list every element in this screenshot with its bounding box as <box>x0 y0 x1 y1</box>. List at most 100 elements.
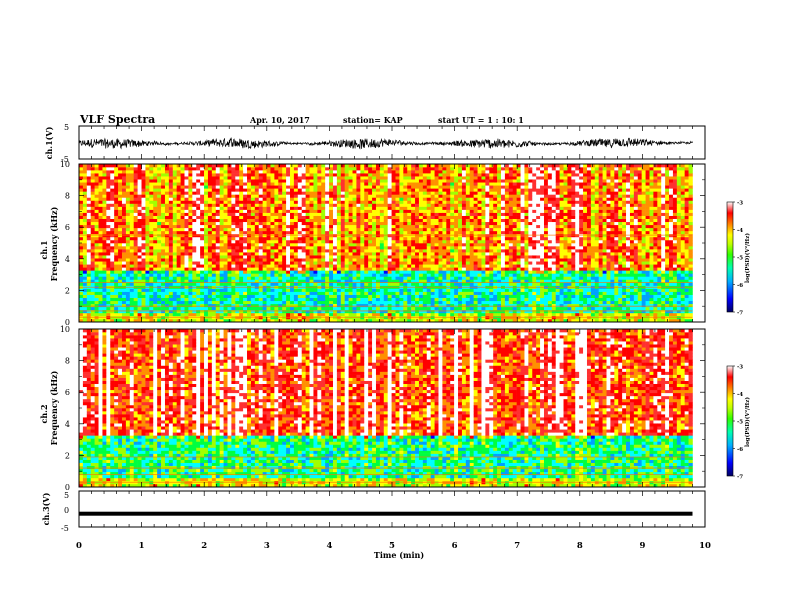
spectrogram-cell <box>293 212 299 216</box>
spectrogram-cell <box>188 249 193 253</box>
spectrogram-cell <box>239 243 244 247</box>
spectrogram-cell <box>145 191 150 195</box>
spectrogram-cell <box>395 191 400 195</box>
spectrogram-cell <box>254 221 260 226</box>
spectrogram-cell <box>110 249 115 253</box>
spectrogram-cell <box>192 224 197 229</box>
spectrogram-cell <box>250 197 256 201</box>
spectrogram-cell <box>125 258 131 262</box>
spectrogram-cell <box>79 239 84 244</box>
spectrogram-cell <box>168 300 174 305</box>
spectrogram-cell <box>426 167 431 171</box>
spectrogram-cell <box>258 230 263 235</box>
spectrogram-cell <box>368 191 373 195</box>
spectrogram-cell <box>157 300 162 305</box>
spectrogram-cell <box>278 179 283 183</box>
spectrogram-cell <box>348 236 353 241</box>
spectrogram-cell <box>375 318 381 323</box>
spectrogram-cell <box>305 224 310 229</box>
spectrogram-cell <box>305 249 310 253</box>
spectrogram-cell <box>192 203 197 207</box>
spectrogram-cell <box>188 167 193 171</box>
spectrogram-cell <box>215 312 220 317</box>
spectrogram-cell <box>313 176 318 180</box>
spectrogram-cell <box>200 212 205 216</box>
spectrogram-cell <box>94 224 99 229</box>
spectrogram-cell <box>290 303 295 308</box>
spectrogram-cell <box>422 194 428 198</box>
spectrogram-cell <box>430 243 435 247</box>
spectrogram-cell <box>411 288 416 292</box>
spectrogram-cell <box>121 173 127 177</box>
spectrogram-cell <box>207 188 213 192</box>
spectrogram-cell <box>106 243 111 247</box>
spectrogram-cell <box>196 312 201 317</box>
spectrogram-cell <box>278 303 283 308</box>
spectrogram-cell <box>243 191 248 195</box>
spectrogram-cell <box>387 233 392 238</box>
spectrogram-cell <box>223 288 228 292</box>
spectrogram-cell <box>243 215 248 219</box>
spectrogram-cell <box>286 188 291 192</box>
spectrogram-cell <box>196 276 201 280</box>
spectrogram-cell <box>250 273 256 277</box>
spectrogram-cell <box>317 209 322 213</box>
spectrogram-cell <box>145 276 150 280</box>
spectrogram-cell <box>297 261 303 265</box>
spectrogram-cell <box>336 185 342 189</box>
spectrogram-cell <box>200 279 205 283</box>
spectrogram-cell <box>321 230 326 235</box>
spectrogram-cell <box>348 252 353 256</box>
spectrogram-cell <box>250 236 256 241</box>
spectrogram-cell <box>121 239 127 244</box>
spectrogram-cell <box>375 300 381 305</box>
spectrogram-cell <box>211 261 217 265</box>
spectrogram-cell <box>293 164 299 168</box>
spectrogram-cell <box>364 291 369 295</box>
spectrogram-cell <box>290 264 295 268</box>
spectrogram-cell <box>168 179 174 183</box>
spectrogram-cell <box>215 170 220 174</box>
spectrogram-cell <box>411 236 416 241</box>
spectrogram-cell <box>305 218 310 223</box>
spectrogram-cell <box>395 291 400 295</box>
spectrogram-cell <box>321 215 326 219</box>
spectrogram-cell <box>157 255 162 259</box>
spectrogram-cell <box>118 270 123 274</box>
spectrogram-cell <box>94 167 99 171</box>
spectrogram-cell <box>196 243 201 247</box>
spectrogram-cell <box>141 303 146 308</box>
spectrogram-cell <box>86 306 92 311</box>
spectrogram-cell <box>90 188 95 192</box>
spectrogram-cell <box>372 224 377 229</box>
spectrogram-cell <box>215 236 220 241</box>
spectrogram-cell <box>364 176 369 180</box>
spectrogram-cell <box>211 300 217 305</box>
spectrogram-cell <box>254 282 260 286</box>
spectrogram-cell <box>133 176 138 180</box>
spectrogram-cell <box>211 258 217 262</box>
spectrogram-cell <box>94 164 99 168</box>
spectrogram-cell <box>286 215 291 219</box>
spectrogram-cell <box>258 188 263 192</box>
spectrogram-cell <box>317 197 322 201</box>
spectrogram-cell <box>383 309 388 314</box>
spectrogram-cell <box>360 212 365 216</box>
spectrogram-cell <box>86 258 92 262</box>
spectrogram-cell <box>227 164 232 168</box>
spectrogram-cell <box>387 206 392 210</box>
spectrogram-cell <box>399 288 404 292</box>
spectrogram-cell <box>442 246 447 250</box>
spectrogram-cell <box>415 267 420 271</box>
spectrogram-cell <box>309 236 314 241</box>
spectrogram-cell <box>231 224 236 229</box>
spectrogram-cell <box>340 255 346 259</box>
spectrogram-cell <box>118 294 123 298</box>
spectrogram-cell <box>434 306 439 311</box>
spectrogram-cell <box>118 309 123 314</box>
spectrogram-cell <box>149 173 154 177</box>
spectrogram-cell <box>368 276 373 280</box>
spectrogram-cell <box>215 203 220 207</box>
spectrogram-cell <box>164 233 170 238</box>
spectrogram-cell <box>325 233 330 238</box>
